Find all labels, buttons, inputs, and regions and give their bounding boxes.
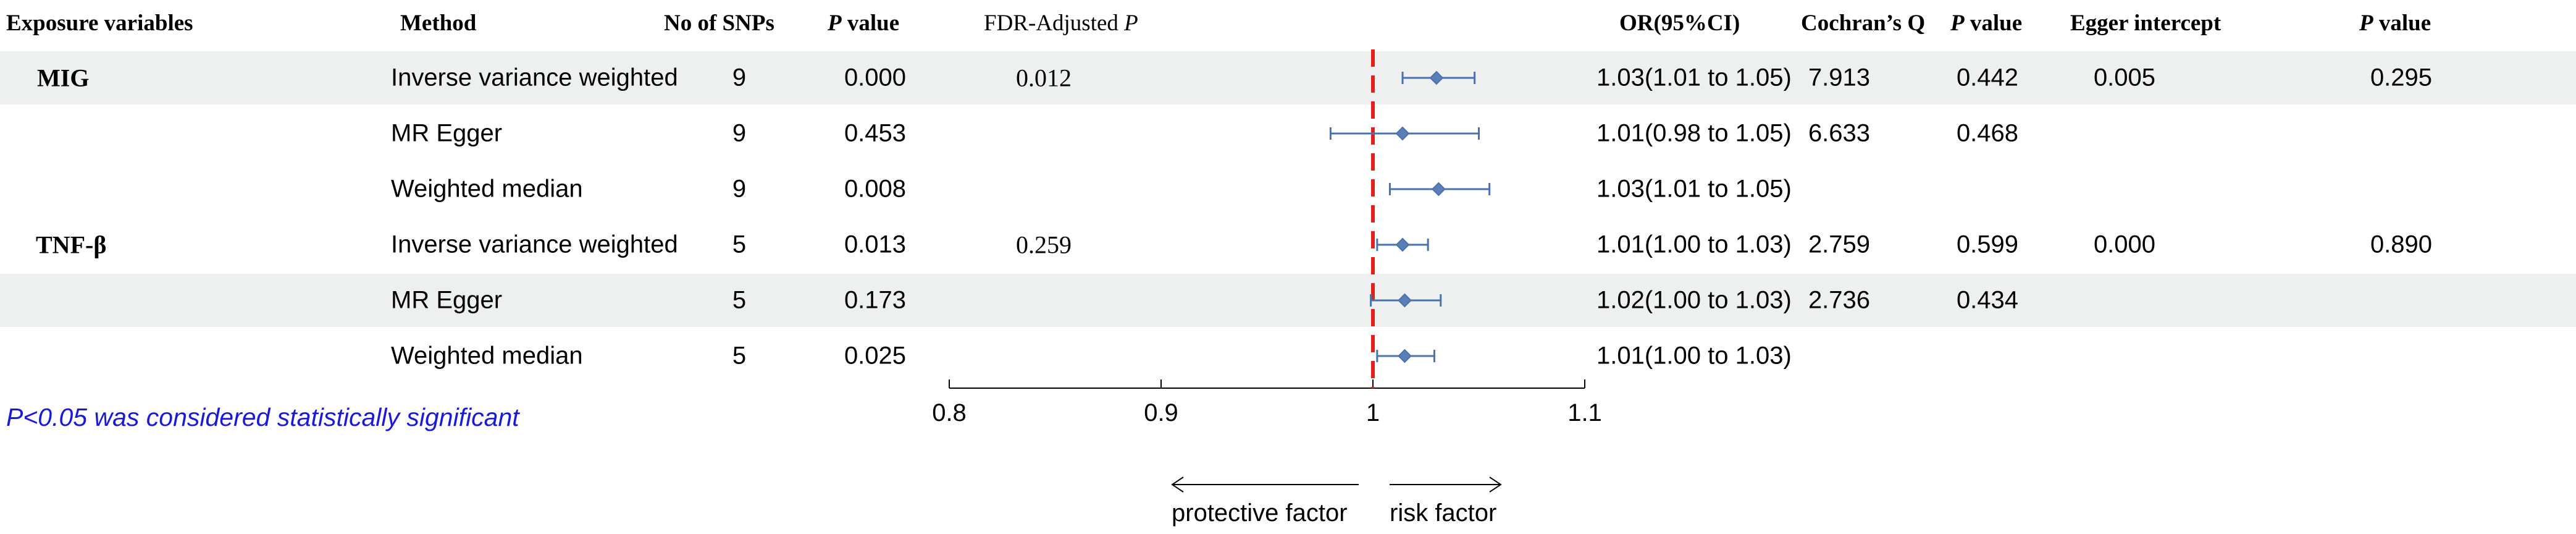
q-p-value-cell: 0.442 bbox=[1956, 64, 2019, 91]
point-estimate-diamond bbox=[1395, 126, 1410, 141]
exposure-label: MIG bbox=[37, 64, 90, 92]
point-estimate-diamond bbox=[1431, 182, 1446, 197]
axis-tick-label: 1.1 bbox=[1567, 399, 1602, 426]
row-band bbox=[0, 274, 2576, 327]
or-ci-cell: 1.03(1.01 to 1.05) bbox=[1596, 64, 1792, 91]
row-band bbox=[0, 51, 2576, 104]
cochran-q-cell: 7.913 bbox=[1808, 64, 1871, 91]
egger-intercept-cell: 0.000 bbox=[2093, 231, 2156, 258]
header-egger-p-value: P value bbox=[2359, 11, 2431, 36]
snps-cell: 5 bbox=[732, 231, 747, 258]
axis-tick-label: 0.9 bbox=[1144, 399, 1178, 426]
cochran-q-cell: 2.759 bbox=[1808, 231, 1871, 258]
p-value-cell: 0.453 bbox=[844, 119, 907, 147]
header-exposure: Exposure variables bbox=[6, 11, 193, 36]
snps-cell: 5 bbox=[732, 286, 747, 314]
exposure-label: TNF-β bbox=[36, 231, 107, 259]
egger-p-value-cell: 0.295 bbox=[2370, 64, 2433, 91]
method-cell: Inverse variance weighted bbox=[391, 231, 678, 258]
protective-factor-label: protective factor bbox=[1172, 499, 1348, 527]
q-p-value-cell: 0.599 bbox=[1956, 231, 2019, 258]
point-estimate-diamond bbox=[1398, 349, 1412, 363]
p-value-cell: 0.173 bbox=[844, 286, 907, 314]
point-estimate-diamond bbox=[1398, 293, 1412, 308]
axis-tick-label: 1 bbox=[1366, 399, 1380, 426]
egger-intercept-cell: 0.005 bbox=[2093, 64, 2156, 91]
snps-cell: 5 bbox=[732, 342, 747, 370]
or-ci-cell: 1.01(1.00 to 1.03) bbox=[1596, 231, 1792, 258]
q-p-value-cell: 0.468 bbox=[1956, 119, 2019, 147]
snps-cell: 9 bbox=[732, 175, 747, 203]
header-cochran-q: Cochran’s Q bbox=[1801, 11, 1926, 36]
header-q-p-value: P value bbox=[1950, 11, 2023, 36]
protective-arrow-head bbox=[1171, 477, 1184, 493]
cochran-q-cell: 6.633 bbox=[1808, 119, 1871, 147]
snps-cell: 9 bbox=[732, 64, 747, 91]
header-or-ci: OR(95%CI) bbox=[1619, 11, 1740, 36]
p-value-cell: 0.013 bbox=[844, 231, 907, 258]
snps-cell: 9 bbox=[732, 119, 747, 147]
significance-note: P<0.05 was considered statistically sign… bbox=[6, 403, 519, 431]
fdr-cell: 0.012 bbox=[1016, 64, 1072, 92]
or-ci-cell: 1.01(0.98 to 1.05) bbox=[1596, 119, 1792, 147]
fdr-cell: 0.259 bbox=[1016, 231, 1072, 259]
header-egger-intercept: Egger intercept bbox=[2070, 11, 2221, 36]
p-value-cell: 0.025 bbox=[844, 342, 907, 370]
axis-tick-label: 0.8 bbox=[932, 399, 967, 426]
method-cell: MR Egger bbox=[391, 286, 503, 314]
method-cell: MR Egger bbox=[391, 119, 503, 147]
or-ci-cell: 1.03(1.01 to 1.05) bbox=[1596, 175, 1792, 203]
header-p-value: P value bbox=[828, 11, 900, 36]
header-snps: No of SNPs bbox=[664, 11, 774, 36]
egger-p-value-cell: 0.890 bbox=[2370, 231, 2433, 258]
q-p-value-cell: 0.434 bbox=[1956, 286, 2019, 314]
point-estimate-diamond bbox=[1395, 237, 1410, 252]
or-ci-cell: 1.02(1.00 to 1.03) bbox=[1596, 286, 1792, 314]
header-method: Method bbox=[400, 11, 477, 36]
p-value-cell: 0.008 bbox=[844, 175, 907, 203]
point-estimate-diamond bbox=[1429, 70, 1444, 85]
method-cell: Inverse variance weighted bbox=[391, 64, 678, 91]
method-cell: Weighted median bbox=[391, 175, 583, 203]
header-fdr-adjusted-p: FDR-Adjusted P bbox=[984, 11, 1138, 36]
risk-arrow-head bbox=[1489, 477, 1502, 493]
or-ci-cell: 1.01(1.00 to 1.03) bbox=[1596, 342, 1792, 370]
cochran-q-cell: 2.736 bbox=[1808, 286, 1871, 314]
p-value-cell: 0.000 bbox=[844, 64, 907, 91]
risk-factor-label: risk factor bbox=[1390, 499, 1497, 527]
method-cell: Weighted median bbox=[391, 342, 583, 370]
